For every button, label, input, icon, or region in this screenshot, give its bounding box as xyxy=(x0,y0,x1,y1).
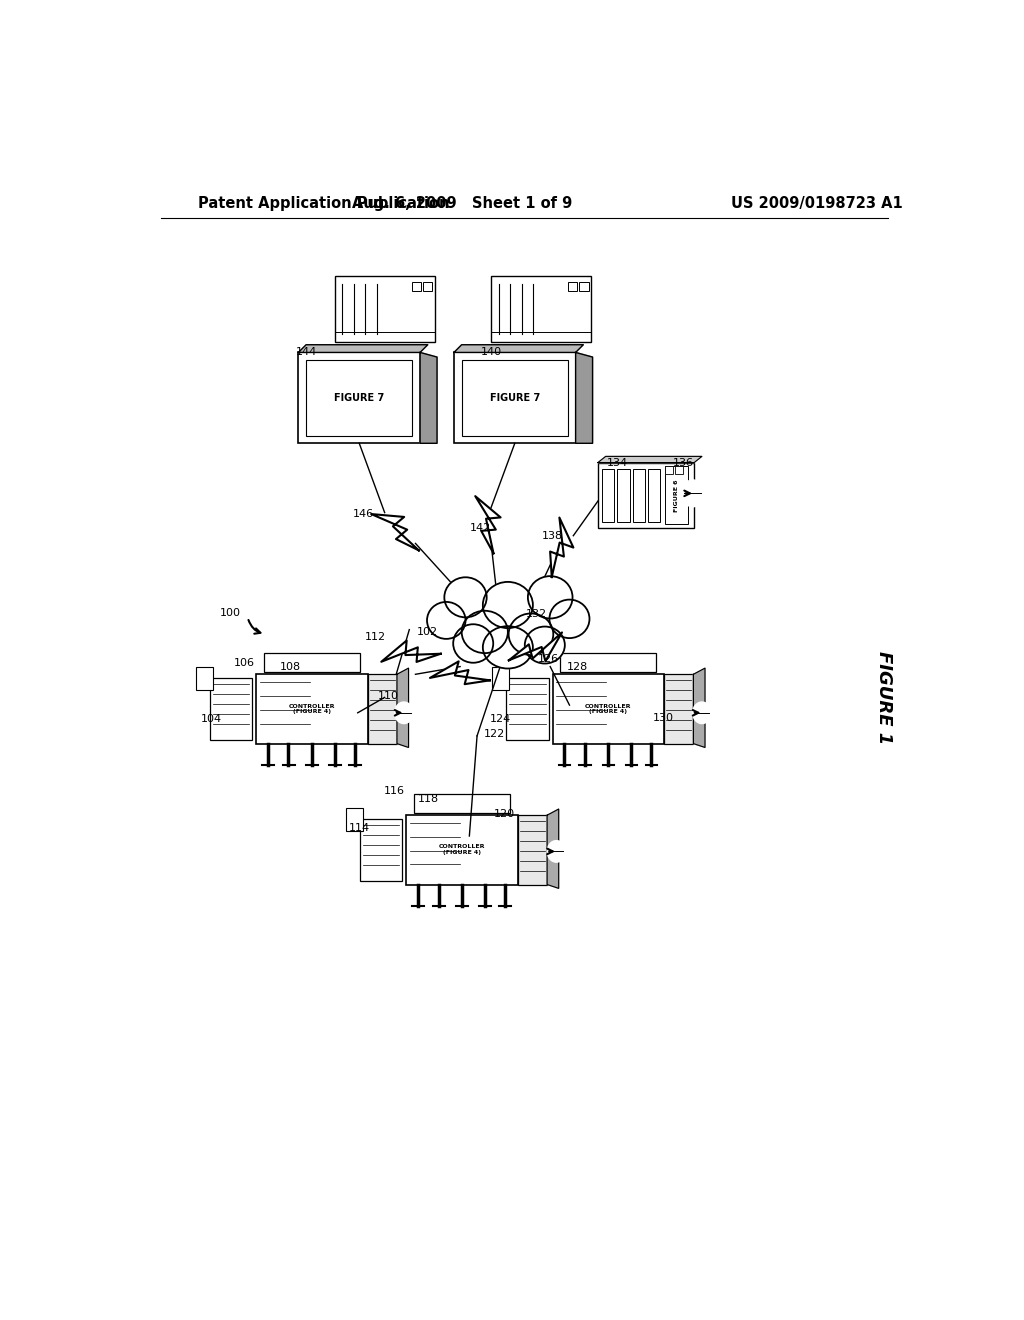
Text: CONTROLLER
(FIGURE 4): CONTROLLER (FIGURE 4) xyxy=(585,704,632,714)
Bar xyxy=(256,675,368,743)
Polygon shape xyxy=(371,513,419,550)
Text: 128: 128 xyxy=(566,661,588,672)
Text: 102: 102 xyxy=(417,627,437,638)
Bar xyxy=(580,281,589,290)
Text: 140: 140 xyxy=(480,347,502,358)
Ellipse shape xyxy=(462,611,508,653)
Bar xyxy=(196,667,213,689)
Text: 124: 124 xyxy=(489,714,511,723)
Bar xyxy=(454,352,575,444)
Ellipse shape xyxy=(427,602,466,639)
Ellipse shape xyxy=(483,582,532,628)
Bar xyxy=(665,466,688,524)
Polygon shape xyxy=(550,517,573,577)
Polygon shape xyxy=(381,640,440,661)
Text: 116: 116 xyxy=(383,787,404,796)
Text: FIGURE 7: FIGURE 7 xyxy=(334,393,384,403)
Text: 100: 100 xyxy=(220,607,242,618)
Bar xyxy=(264,653,360,672)
Ellipse shape xyxy=(454,624,494,663)
Bar xyxy=(560,653,656,672)
Text: FIGURE 1: FIGURE 1 xyxy=(874,651,893,744)
Text: CONTROLLER
(FIGURE 4): CONTROLLER (FIGURE 4) xyxy=(439,845,485,855)
Ellipse shape xyxy=(528,576,572,619)
Polygon shape xyxy=(547,809,559,888)
Text: 104: 104 xyxy=(201,714,222,723)
Bar xyxy=(360,818,402,880)
Bar xyxy=(306,360,413,436)
Text: CONTROLLER
(FIGURE 4): CONTROLLER (FIGURE 4) xyxy=(289,704,335,714)
Polygon shape xyxy=(397,668,409,747)
Text: 130: 130 xyxy=(653,713,674,723)
Bar xyxy=(407,816,518,884)
Ellipse shape xyxy=(692,702,711,723)
Bar xyxy=(346,808,364,830)
Text: 134: 134 xyxy=(606,458,628,467)
Ellipse shape xyxy=(394,702,413,723)
Polygon shape xyxy=(454,345,584,352)
Bar xyxy=(423,281,432,290)
Text: 106: 106 xyxy=(234,657,255,668)
Bar xyxy=(675,466,683,474)
Text: 126: 126 xyxy=(538,653,558,664)
Ellipse shape xyxy=(509,614,553,655)
Bar xyxy=(633,469,645,521)
Ellipse shape xyxy=(444,577,486,618)
Bar xyxy=(298,352,420,444)
Bar xyxy=(506,678,549,739)
Text: Aug. 6, 2009   Sheet 1 of 9: Aug. 6, 2009 Sheet 1 of 9 xyxy=(351,195,571,211)
Text: 110: 110 xyxy=(378,690,399,701)
Ellipse shape xyxy=(547,841,565,862)
Text: FIGURE 6: FIGURE 6 xyxy=(674,479,679,512)
Text: 138: 138 xyxy=(542,531,563,541)
Text: 118: 118 xyxy=(418,795,439,804)
Bar xyxy=(414,793,510,813)
Text: 146: 146 xyxy=(352,510,374,519)
Bar xyxy=(617,469,630,521)
Bar xyxy=(490,276,591,342)
Bar xyxy=(665,675,693,743)
Text: 142: 142 xyxy=(470,523,492,533)
Text: Patent Application Publication: Patent Application Publication xyxy=(199,195,450,211)
Bar xyxy=(335,276,435,342)
Text: FIGURE 7: FIGURE 7 xyxy=(489,393,540,403)
Text: 120: 120 xyxy=(495,809,515,820)
Text: 144: 144 xyxy=(296,347,316,358)
Polygon shape xyxy=(298,345,428,352)
Bar xyxy=(493,667,509,689)
Bar xyxy=(553,675,665,743)
Ellipse shape xyxy=(550,599,590,638)
Text: 114: 114 xyxy=(349,824,370,833)
Polygon shape xyxy=(509,632,562,661)
Polygon shape xyxy=(575,352,593,444)
Bar xyxy=(210,678,252,739)
Bar xyxy=(568,281,578,290)
Polygon shape xyxy=(598,457,701,462)
Text: 112: 112 xyxy=(365,632,386,643)
Bar xyxy=(598,462,694,528)
Text: US 2009/0198723 A1: US 2009/0198723 A1 xyxy=(731,195,903,211)
Bar xyxy=(412,281,421,290)
Ellipse shape xyxy=(483,626,532,668)
Ellipse shape xyxy=(524,627,565,664)
Polygon shape xyxy=(420,352,437,444)
Bar xyxy=(518,816,547,884)
Polygon shape xyxy=(693,668,705,747)
Polygon shape xyxy=(430,661,489,684)
Bar xyxy=(665,466,673,474)
Bar xyxy=(462,360,568,436)
Bar xyxy=(368,675,397,743)
Polygon shape xyxy=(475,496,501,553)
Bar xyxy=(648,469,660,521)
Text: 136: 136 xyxy=(673,458,694,467)
Text: 132: 132 xyxy=(525,610,547,619)
Text: 122: 122 xyxy=(483,730,505,739)
Text: 108: 108 xyxy=(281,661,301,672)
Ellipse shape xyxy=(682,480,703,507)
Bar xyxy=(602,469,614,521)
